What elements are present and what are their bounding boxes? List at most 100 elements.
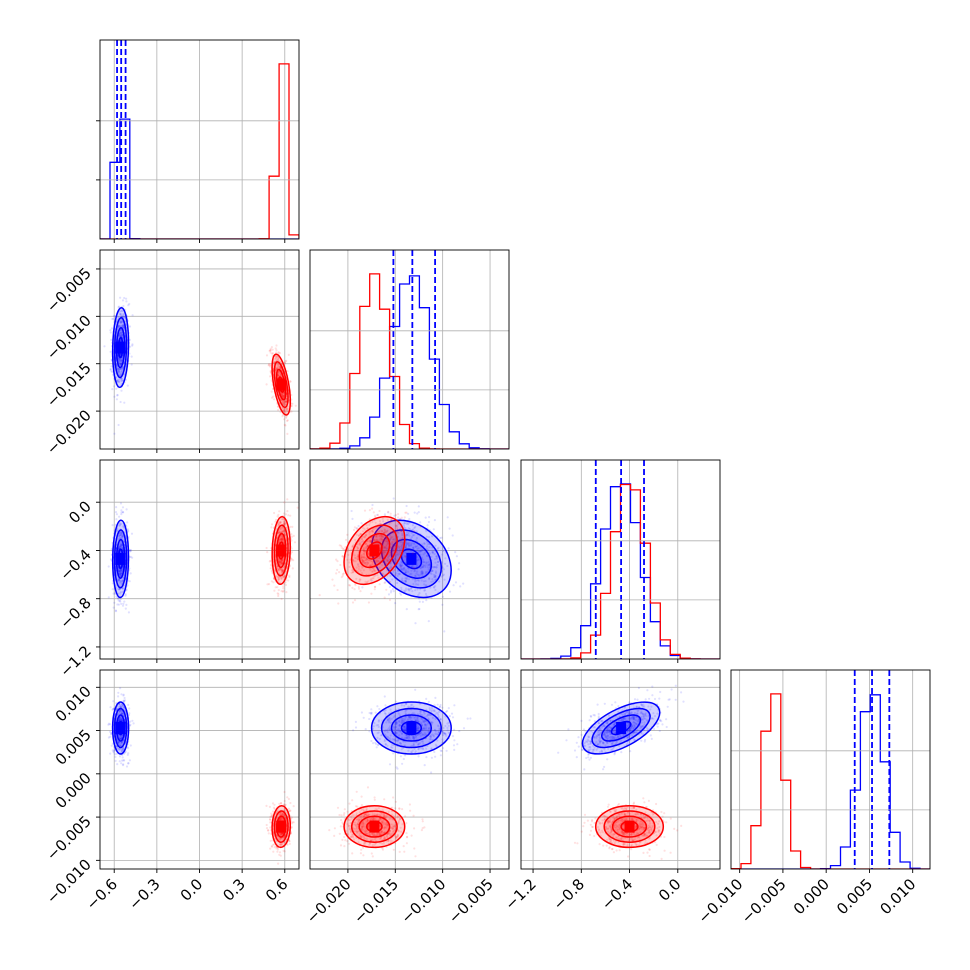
scatter-point [389, 512, 392, 515]
scatter-point [120, 360, 123, 363]
scatter-point [351, 569, 354, 572]
scatter-point [279, 560, 282, 563]
scatter-point [422, 558, 425, 562]
scatter-point [280, 538, 283, 541]
scatter-point [117, 370, 121, 373]
scatter-point [280, 561, 283, 565]
scatter-point [283, 803, 286, 806]
scatter-point [367, 561, 370, 565]
scatter-point [404, 571, 407, 574]
scatter-point [381, 572, 384, 575]
scatter-point [112, 707, 115, 711]
scatter-point [271, 352, 274, 355]
scatter-point [401, 568, 404, 571]
scatter-point [281, 529, 284, 533]
scatter-point [119, 718, 122, 721]
scatter-point [416, 570, 419, 573]
scatter-point [360, 532, 363, 536]
scatter-point [273, 361, 276, 364]
scatter-point [361, 566, 364, 569]
scatter-point [121, 719, 124, 722]
scatter-point [368, 530, 371, 533]
scatter-point [400, 543, 403, 546]
scatter-point [112, 592, 115, 595]
scatter-point [411, 528, 414, 531]
scatter-point [381, 555, 384, 558]
scatter-point [122, 324, 125, 327]
scatter-point [120, 572, 123, 575]
scatter-point [111, 749, 114, 752]
scatter-point [432, 586, 435, 589]
scatter-point [270, 845, 274, 848]
scatter-point [434, 578, 437, 582]
scatter-point [116, 394, 119, 397]
scatter-point [401, 577, 404, 580]
scatter-point [355, 533, 358, 536]
scatter-point [119, 313, 122, 316]
scatter-point [282, 530, 285, 533]
scatter-point [121, 712, 124, 715]
scatter-point [277, 577, 281, 581]
scatter-point [431, 569, 434, 573]
scatter-point [283, 409, 286, 412]
grid [100, 250, 299, 449]
scatter-point [434, 570, 437, 573]
scatter-point [386, 540, 389, 543]
scatter-point [414, 545, 417, 548]
scatter-point [118, 718, 121, 721]
scatter-point [121, 367, 124, 370]
scatter-point [405, 569, 408, 572]
scatter-point [410, 565, 413, 568]
scatter-point [383, 528, 386, 531]
scatter-point [117, 423, 120, 427]
scatter-point [365, 558, 368, 561]
scatter-point [401, 564, 404, 567]
scatter-point [277, 579, 280, 582]
scatter-point [428, 578, 431, 581]
scatter-point [371, 570, 374, 573]
scatter-point [415, 537, 418, 540]
scatter-point [131, 314, 134, 317]
scatter-point [268, 805, 271, 809]
panel-frame [309, 249, 510, 450]
scatter-point [368, 509, 371, 512]
scatter-point [279, 521, 282, 525]
scatter-point [265, 546, 268, 550]
scatter-point [391, 587, 394, 591]
scatter-point [119, 313, 122, 316]
scatter-point [365, 533, 368, 536]
scatter-point [284, 400, 287, 403]
scatter-point [360, 558, 364, 561]
scatter-point [433, 552, 436, 556]
scatter-point [359, 542, 362, 545]
scatter-point [403, 590, 406, 593]
scatter-point [397, 553, 400, 556]
scatter-point [279, 411, 282, 414]
scatter-point [123, 696, 126, 700]
scatter-point [424, 565, 427, 569]
scatter-point [117, 367, 120, 370]
scatter-point [281, 812, 284, 815]
scatter-point [120, 532, 123, 535]
scatter-point [278, 530, 281, 534]
scatter-point [331, 578, 334, 581]
scatter-point [120, 748, 123, 751]
scatter-point [279, 367, 282, 370]
scatter-point [269, 563, 273, 567]
scatter-point [388, 550, 391, 554]
scatter-point [280, 393, 284, 396]
scatter-point [120, 379, 123, 382]
scatter-point [281, 570, 284, 573]
scatter-point [392, 497, 395, 500]
scatter-point [434, 576, 437, 579]
scatter-point [372, 561, 375, 564]
scatter-point [371, 530, 374, 533]
scatter-point [285, 359, 288, 362]
scatter-point [362, 562, 365, 565]
scatter-point [361, 526, 364, 529]
panel-3-0 [96, 669, 300, 873]
scatter-point [404, 527, 407, 530]
scatter-point [373, 539, 376, 542]
scatter-point [118, 578, 121, 581]
scatter-point [372, 511, 375, 514]
